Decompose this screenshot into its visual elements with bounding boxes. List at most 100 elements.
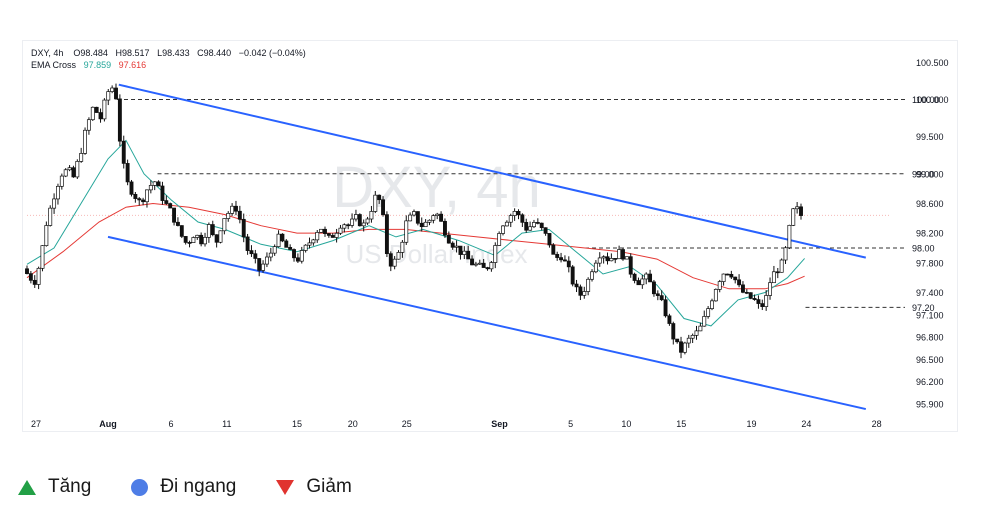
- candle-down: [346, 224, 351, 227]
- candle-down: [628, 256, 633, 275]
- candle-up: [392, 258, 397, 267]
- candle-down: [671, 323, 676, 340]
- legend-up-label: Tăng: [48, 476, 92, 497]
- candle-up: [79, 153, 84, 162]
- low-value: L98.433: [157, 48, 190, 58]
- candle-up: [56, 185, 60, 200]
- ema-label: EMA Cross: [31, 60, 77, 70]
- candle-up: [408, 214, 413, 222]
- chart-panel[interactable]: DXY, 4h US Dollar Index 100.00 99.00 98.00 97…: [22, 40, 958, 432]
- candle-down: [210, 224, 215, 236]
- y-tick-label: 99.000: [916, 169, 944, 179]
- legend-down: Giảm: [276, 476, 352, 498]
- candle-down: [168, 203, 173, 209]
- candle-down: [470, 258, 475, 266]
- candle-down: [71, 167, 76, 178]
- candle-down: [288, 247, 293, 250]
- candle-up: [145, 189, 149, 203]
- candle-down: [164, 200, 169, 204]
- candle-up: [59, 175, 64, 187]
- candle-down: [524, 222, 529, 231]
- candle-up: [67, 167, 72, 171]
- candle-down: [667, 315, 672, 324]
- candle-down: [443, 220, 447, 236]
- candle-down: [481, 262, 486, 268]
- candle-up: [706, 308, 711, 317]
- candle-up: [590, 271, 594, 280]
- ema-fast-value: 97.859: [83, 60, 112, 70]
- candle-up: [690, 334, 695, 339]
- candle-down: [253, 253, 258, 259]
- candle-up: [493, 245, 498, 263]
- candle-down: [114, 87, 118, 100]
- level-label: 99.00: [912, 169, 935, 179]
- candle-down: [605, 256, 610, 262]
- legend-up: Tăng: [18, 476, 91, 498]
- candle-down: [237, 210, 242, 220]
- candle-down: [125, 163, 130, 183]
- y-tick-label: 97.100: [916, 310, 944, 320]
- candle-up: [226, 213, 231, 219]
- candle-down: [249, 250, 254, 255]
- open-value: O98.484: [73, 48, 108, 58]
- candle-down: [651, 281, 656, 295]
- candle-down: [295, 257, 300, 262]
- candle-down: [621, 249, 625, 260]
- candle-up: [40, 245, 45, 269]
- candle-down: [520, 214, 525, 223]
- candle-down: [458, 245, 463, 255]
- candle-up: [264, 256, 269, 265]
- candle-down: [744, 291, 749, 294]
- x-tick-label: 19: [746, 419, 756, 429]
- candle-down: [439, 213, 444, 222]
- legend-sideways: Đi ngang: [131, 476, 236, 498]
- candle-down: [241, 218, 246, 238]
- candle-up: [686, 337, 691, 344]
- candle-up: [512, 211, 517, 216]
- candle-down: [516, 211, 521, 216]
- candle-up: [501, 225, 505, 234]
- candle-down: [98, 112, 103, 120]
- candle-down: [551, 244, 556, 255]
- candle-up: [369, 211, 374, 220]
- candle-up: [473, 263, 478, 266]
- watermark-title: DXY, 4h: [332, 155, 541, 220]
- candle-down: [555, 253, 560, 258]
- candle-down: [257, 258, 262, 271]
- candle-up: [44, 225, 49, 247]
- candle-up: [48, 207, 53, 226]
- candle-up: [268, 252, 273, 258]
- candle-down: [415, 211, 420, 224]
- candle-up: [303, 244, 308, 251]
- down-triangle-icon: [276, 479, 295, 495]
- candle-down: [214, 234, 219, 243]
- x-tick-label: 11: [222, 419, 231, 429]
- candle-down: [632, 273, 637, 281]
- candle-up: [350, 218, 355, 226]
- channel-line: [107, 235, 867, 411]
- candle-up: [698, 325, 703, 332]
- candle-down: [725, 273, 730, 276]
- candle-up: [315, 232, 320, 241]
- candle-down: [172, 207, 177, 223]
- candle-up: [90, 106, 95, 121]
- candle-down: [160, 185, 165, 201]
- candle-up: [342, 224, 347, 229]
- candle-up: [462, 250, 467, 255]
- candle-down: [613, 258, 618, 260]
- candle-down: [357, 214, 362, 227]
- candle-up: [508, 215, 513, 223]
- x-tick-label: Aug: [99, 419, 117, 429]
- candle-down: [179, 225, 184, 237]
- candle-down: [234, 205, 238, 212]
- candle-down: [388, 253, 393, 267]
- candle-up: [203, 236, 207, 245]
- candle-down: [323, 228, 327, 234]
- candle-down: [25, 268, 29, 274]
- y-tick-label: 100.000: [916, 95, 949, 105]
- candle-down: [775, 271, 780, 274]
- y-tick-label: 99.500: [916, 132, 944, 142]
- candle-up: [582, 291, 587, 296]
- candle-up: [787, 224, 792, 249]
